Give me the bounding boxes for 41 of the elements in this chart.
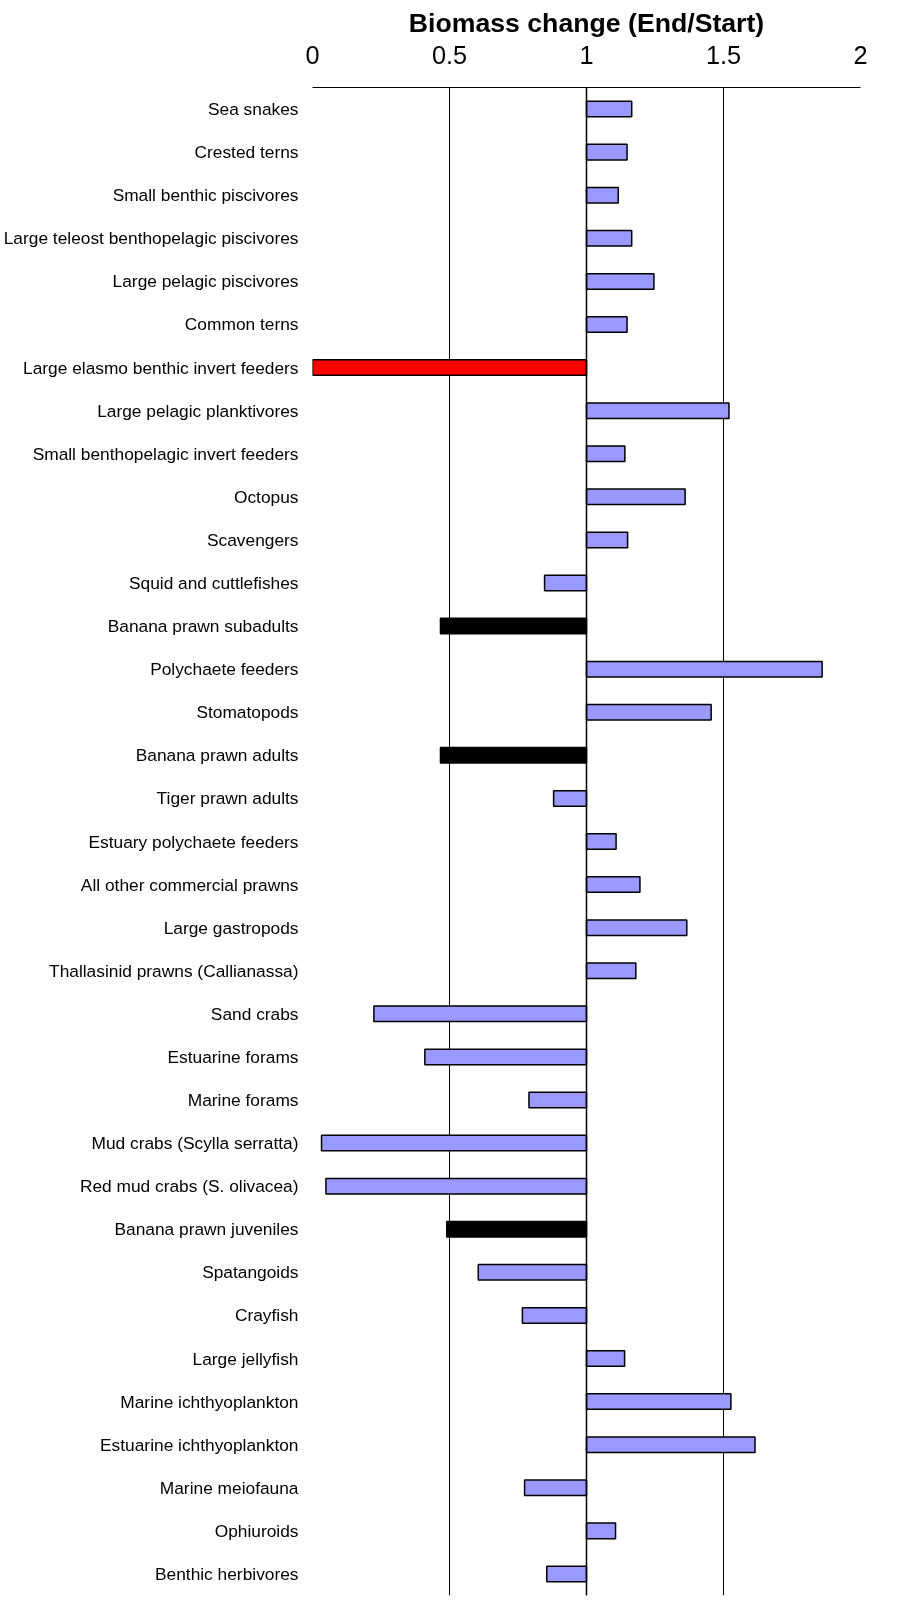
y-tick-label: Marine ichthyoplankton (120, 1391, 299, 1412)
y-tick-label: Large pelagic piscivores (112, 271, 299, 292)
x-tick-label: 0 (305, 40, 320, 69)
y-tick-label: Large jellyfish (192, 1348, 299, 1369)
y-tick-label: Sea snakes (207, 99, 299, 120)
y-tick-label: All other commercial prawns (80, 874, 299, 895)
y-tick-label: Squid and cuttlefishes (128, 572, 299, 593)
y-tick-label: Marine meiofauna (159, 1477, 299, 1498)
y-tick-label: Benthic herbivores (154, 1563, 299, 1584)
y-tick-label: Large teleost benthopelagic piscivores (3, 228, 299, 249)
y-tick-label: Polychaete feeders (150, 659, 299, 680)
y-tick-label: Stomatopods (196, 702, 299, 723)
y-tick-label: Octopus (233, 486, 299, 507)
y-tick-label: Thallasinid prawns (Callianassa) (49, 960, 299, 981)
y-tick-label: Banana prawn subadults (107, 616, 299, 637)
y-tick-label: Crested terns (194, 142, 299, 163)
y-tick-label: Small benthic piscivores (112, 185, 299, 206)
y-tick-label: Large pelagic planktivores (97, 400, 299, 421)
y-tick-label: Small benthopelagic invert feeders (32, 443, 299, 464)
x-tick-label: 2 (853, 40, 868, 69)
y-tick-label: Large elasmo benthic invert feeders (23, 357, 299, 378)
y-tick-label: Estuary polychaete feeders (88, 831, 299, 852)
y-tick-label: Crayfish (234, 1305, 299, 1326)
y-tick-label: Ophiuroids (214, 1520, 299, 1541)
y-tick-label: Common terns (184, 314, 299, 335)
x-tick-label: 1 (579, 40, 594, 69)
y-tick-label: Marine forams (187, 1090, 299, 1111)
y-tick-label: Sand crabs (210, 1003, 299, 1024)
y-tick-label: Estuarine forams (167, 1046, 299, 1067)
chart-title: Biomass change (End/Start) (408, 7, 765, 38)
x-tick-label: 1.5 (705, 40, 742, 69)
y-tick-label: Banana prawn juveniles (114, 1219, 299, 1240)
y-tick-label: Red mud crabs (S. olivacea) (79, 1176, 299, 1197)
y-tick-label: Scavengers (206, 529, 299, 550)
y-tick-label: Banana prawn adults (135, 745, 299, 766)
y-tick-label: Large gastropods (163, 917, 299, 938)
y-tick-label: Tiger prawn adults (156, 788, 299, 809)
y-tick-label: Estuarine ichthyoplankton (100, 1434, 299, 1455)
y-tick-label: Mud crabs (Scylla serratta) (91, 1133, 299, 1154)
y-tick-label: Spatangoids (202, 1262, 299, 1283)
x-tick-label: 0.5 (431, 40, 468, 69)
